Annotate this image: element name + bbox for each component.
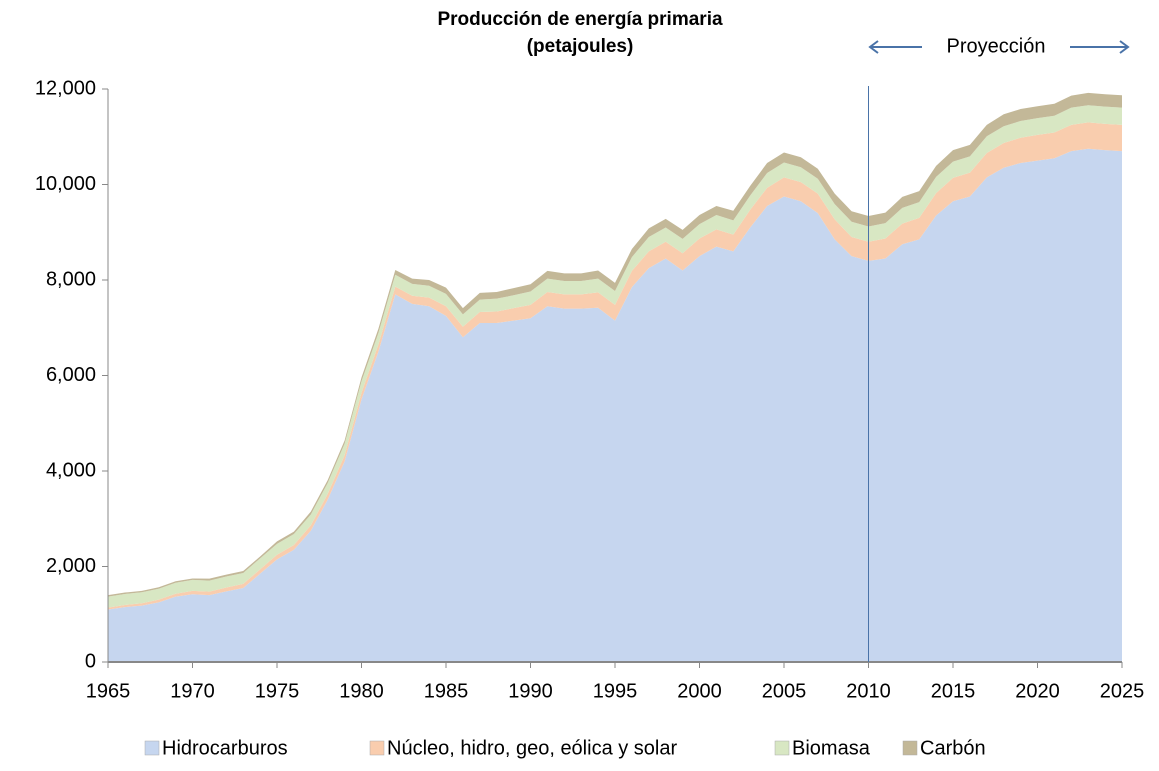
x-tick-label: 1970 [170, 680, 215, 702]
legend-swatch [902, 740, 918, 756]
chart-subtitle: (petajoules) [527, 36, 634, 57]
x-tick-label: 1990 [508, 680, 553, 702]
y-tick-label: 0 [85, 650, 96, 672]
x-tick-label: 2005 [762, 680, 807, 702]
x-tick-label: 1985 [424, 680, 469, 702]
projection-arrows [868, 40, 1130, 54]
x-tick-label: 2020 [1015, 680, 1060, 702]
x-tick-label: 1975 [255, 680, 300, 702]
x-tick-label: 2010 [846, 680, 891, 702]
legend-label: Hidrocarburos [162, 737, 288, 759]
annotation: Proyección [947, 35, 1046, 57]
legend-label: Carbón [920, 737, 986, 759]
chart-title: Producción de energía primaria [437, 9, 723, 30]
legend-label: Núcleo, hidro, geo, eólica y solar [387, 737, 677, 759]
x-tick-label: 2000 [677, 680, 722, 702]
x-tick-label: 2025 [1100, 680, 1145, 702]
y-tick-label: 6,000 [46, 364, 96, 386]
legend-swatch [144, 740, 160, 756]
x-tick-label: 2015 [931, 680, 976, 702]
legend-label: Biomasa [792, 737, 871, 759]
x-tick-label: 1980 [339, 680, 384, 702]
y-tick-label: 4,000 [46, 459, 96, 481]
x-tick-label: 1995 [593, 680, 638, 702]
legend-swatch [369, 740, 385, 756]
y-tick-label: 10,000 [35, 173, 96, 195]
y-tick-label: 12,000 [35, 77, 96, 99]
legend-swatch [774, 740, 790, 756]
area [108, 148, 1122, 662]
x-tick-label: 1965 [86, 680, 131, 702]
y-tick-label: 2,000 [46, 555, 96, 577]
y-tick-label: 8,000 [46, 268, 96, 290]
